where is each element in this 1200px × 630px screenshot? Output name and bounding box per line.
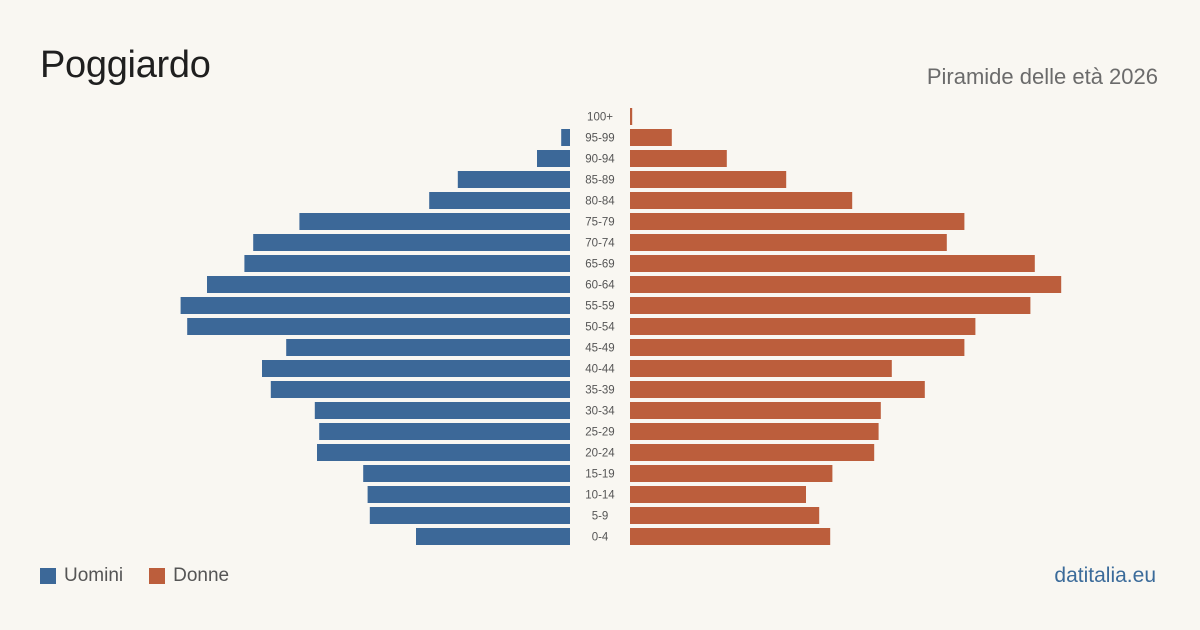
bar-women-80-84	[630, 192, 853, 209]
bar-men-55-59	[180, 297, 570, 314]
bar-women-60-64	[630, 276, 1062, 293]
bar-men-70-74	[253, 234, 570, 251]
bar-women-65-69	[630, 255, 1035, 272]
legend-swatch-men	[40, 568, 56, 584]
bar-women-20-24	[630, 444, 875, 461]
legend-item-men: Uomini	[40, 565, 123, 587]
bar-men-35-39	[270, 381, 570, 398]
chart-subtitle: Piramide delle età 2026	[926, 64, 1158, 89]
bar-women-55-59	[630, 297, 1031, 314]
age-label-30-34: 30-34	[585, 406, 615, 418]
bar-men-0-4	[416, 528, 570, 545]
age-label-20-24: 20-24	[585, 448, 615, 460]
age-label-65-69: 65-69	[585, 259, 614, 271]
bar-women-25-29	[630, 423, 879, 440]
bar-women-40-44	[630, 360, 892, 377]
age-label-80-84: 80-84	[585, 196, 615, 208]
source-link[interactable]: datitalia.eu	[1054, 564, 1156, 587]
age-label-0-4: 0-4	[592, 532, 609, 544]
bar-men-95-99	[561, 129, 570, 146]
bar-men-5-9	[369, 507, 570, 524]
bar-men-60-64	[207, 276, 570, 293]
bar-women-75-79	[630, 213, 965, 230]
age-label-75-79: 75-79	[585, 217, 614, 229]
age-label-95-99: 95-99	[585, 133, 614, 145]
bar-women-5-9	[630, 507, 820, 524]
bar-women-90-94	[630, 150, 727, 167]
age-label-45-49: 45-49	[585, 343, 614, 355]
age-label-55-59: 55-59	[585, 301, 614, 313]
legend-item-women: Donne	[149, 565, 229, 587]
bar-women-45-49	[630, 339, 965, 356]
age-label-35-39: 35-39	[585, 385, 614, 397]
bar-women-15-19	[630, 465, 833, 482]
age-label-40-44: 40-44	[585, 364, 615, 376]
age-label-60-64: 60-64	[585, 280, 615, 292]
bar-men-90-94	[537, 150, 570, 167]
age-label-100+: 100+	[587, 112, 613, 124]
bar-men-10-14	[367, 486, 570, 503]
bar-men-85-89	[457, 171, 570, 188]
bar-men-50-54	[187, 318, 570, 335]
bar-women-30-34	[630, 402, 881, 419]
bar-men-20-24	[317, 444, 570, 461]
age-label-5-9: 5-9	[592, 511, 609, 523]
bar-men-40-44	[262, 360, 570, 377]
legend: Uomini Donne	[40, 565, 255, 587]
bar-men-45-49	[286, 339, 570, 356]
age-label-90-94: 90-94	[585, 154, 615, 166]
bar-men-30-34	[314, 402, 570, 419]
bar-women-0-4	[630, 528, 831, 545]
bar-women-50-54	[630, 318, 976, 335]
age-label-10-14: 10-14	[585, 490, 615, 502]
bar-men-80-84	[429, 192, 570, 209]
legend-label-women: Donne	[173, 565, 230, 586]
bar-men-15-19	[363, 465, 570, 482]
bar-men-75-79	[299, 213, 570, 230]
age-label-25-29: 25-29	[585, 427, 614, 439]
age-label-70-74: 70-74	[585, 238, 615, 250]
age-label-50-54: 50-54	[585, 322, 615, 334]
bar-women-100+	[630, 108, 633, 125]
bar-women-95-99	[630, 129, 672, 146]
age-label-85-89: 85-89	[585, 175, 614, 187]
bar-women-10-14	[630, 486, 806, 503]
bar-women-70-74	[630, 234, 947, 251]
legend-label-men: Uomini	[64, 565, 124, 586]
chart-title: Poggiardo	[40, 44, 211, 86]
bar-women-35-39	[630, 381, 925, 398]
legend-swatch-women	[149, 568, 166, 584]
bar-women-85-89	[630, 171, 787, 188]
bar-men-25-29	[319, 423, 570, 440]
bar-men-65-69	[244, 255, 570, 272]
age-label-15-19: 15-19	[585, 469, 614, 481]
